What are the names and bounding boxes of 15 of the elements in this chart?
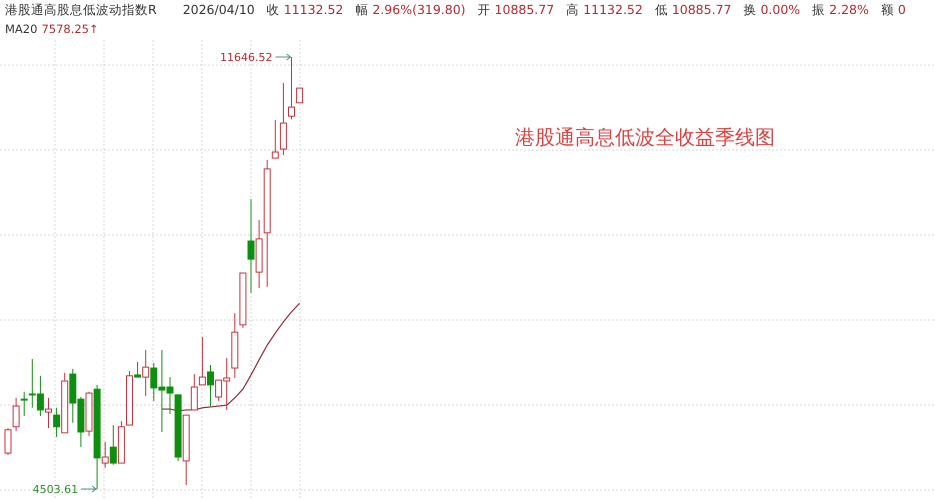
text: 港股通高股息低波动指数R [5,2,157,17]
annotation: 11646.52 [220,51,272,64]
text: 换 0.00% [743,2,800,17]
text: 7578.25↑ [41,22,99,36]
text: 港股通高息低波全收益季线图 [515,125,775,149]
text: 高 11132.52 [566,2,643,17]
text: MA20 [5,22,38,36]
text: 2026/04/10 [182,2,255,17]
annotation: 4503.61 [32,483,78,496]
text: 低 10885.77 [654,2,732,17]
text: 额 0 [880,2,906,17]
text: 开 10885.77 [478,2,554,17]
text: 幅 2.96%(319.80) [355,2,466,17]
text: 收 11132.52 [266,2,344,17]
text: 振 2.28% [812,2,870,17]
